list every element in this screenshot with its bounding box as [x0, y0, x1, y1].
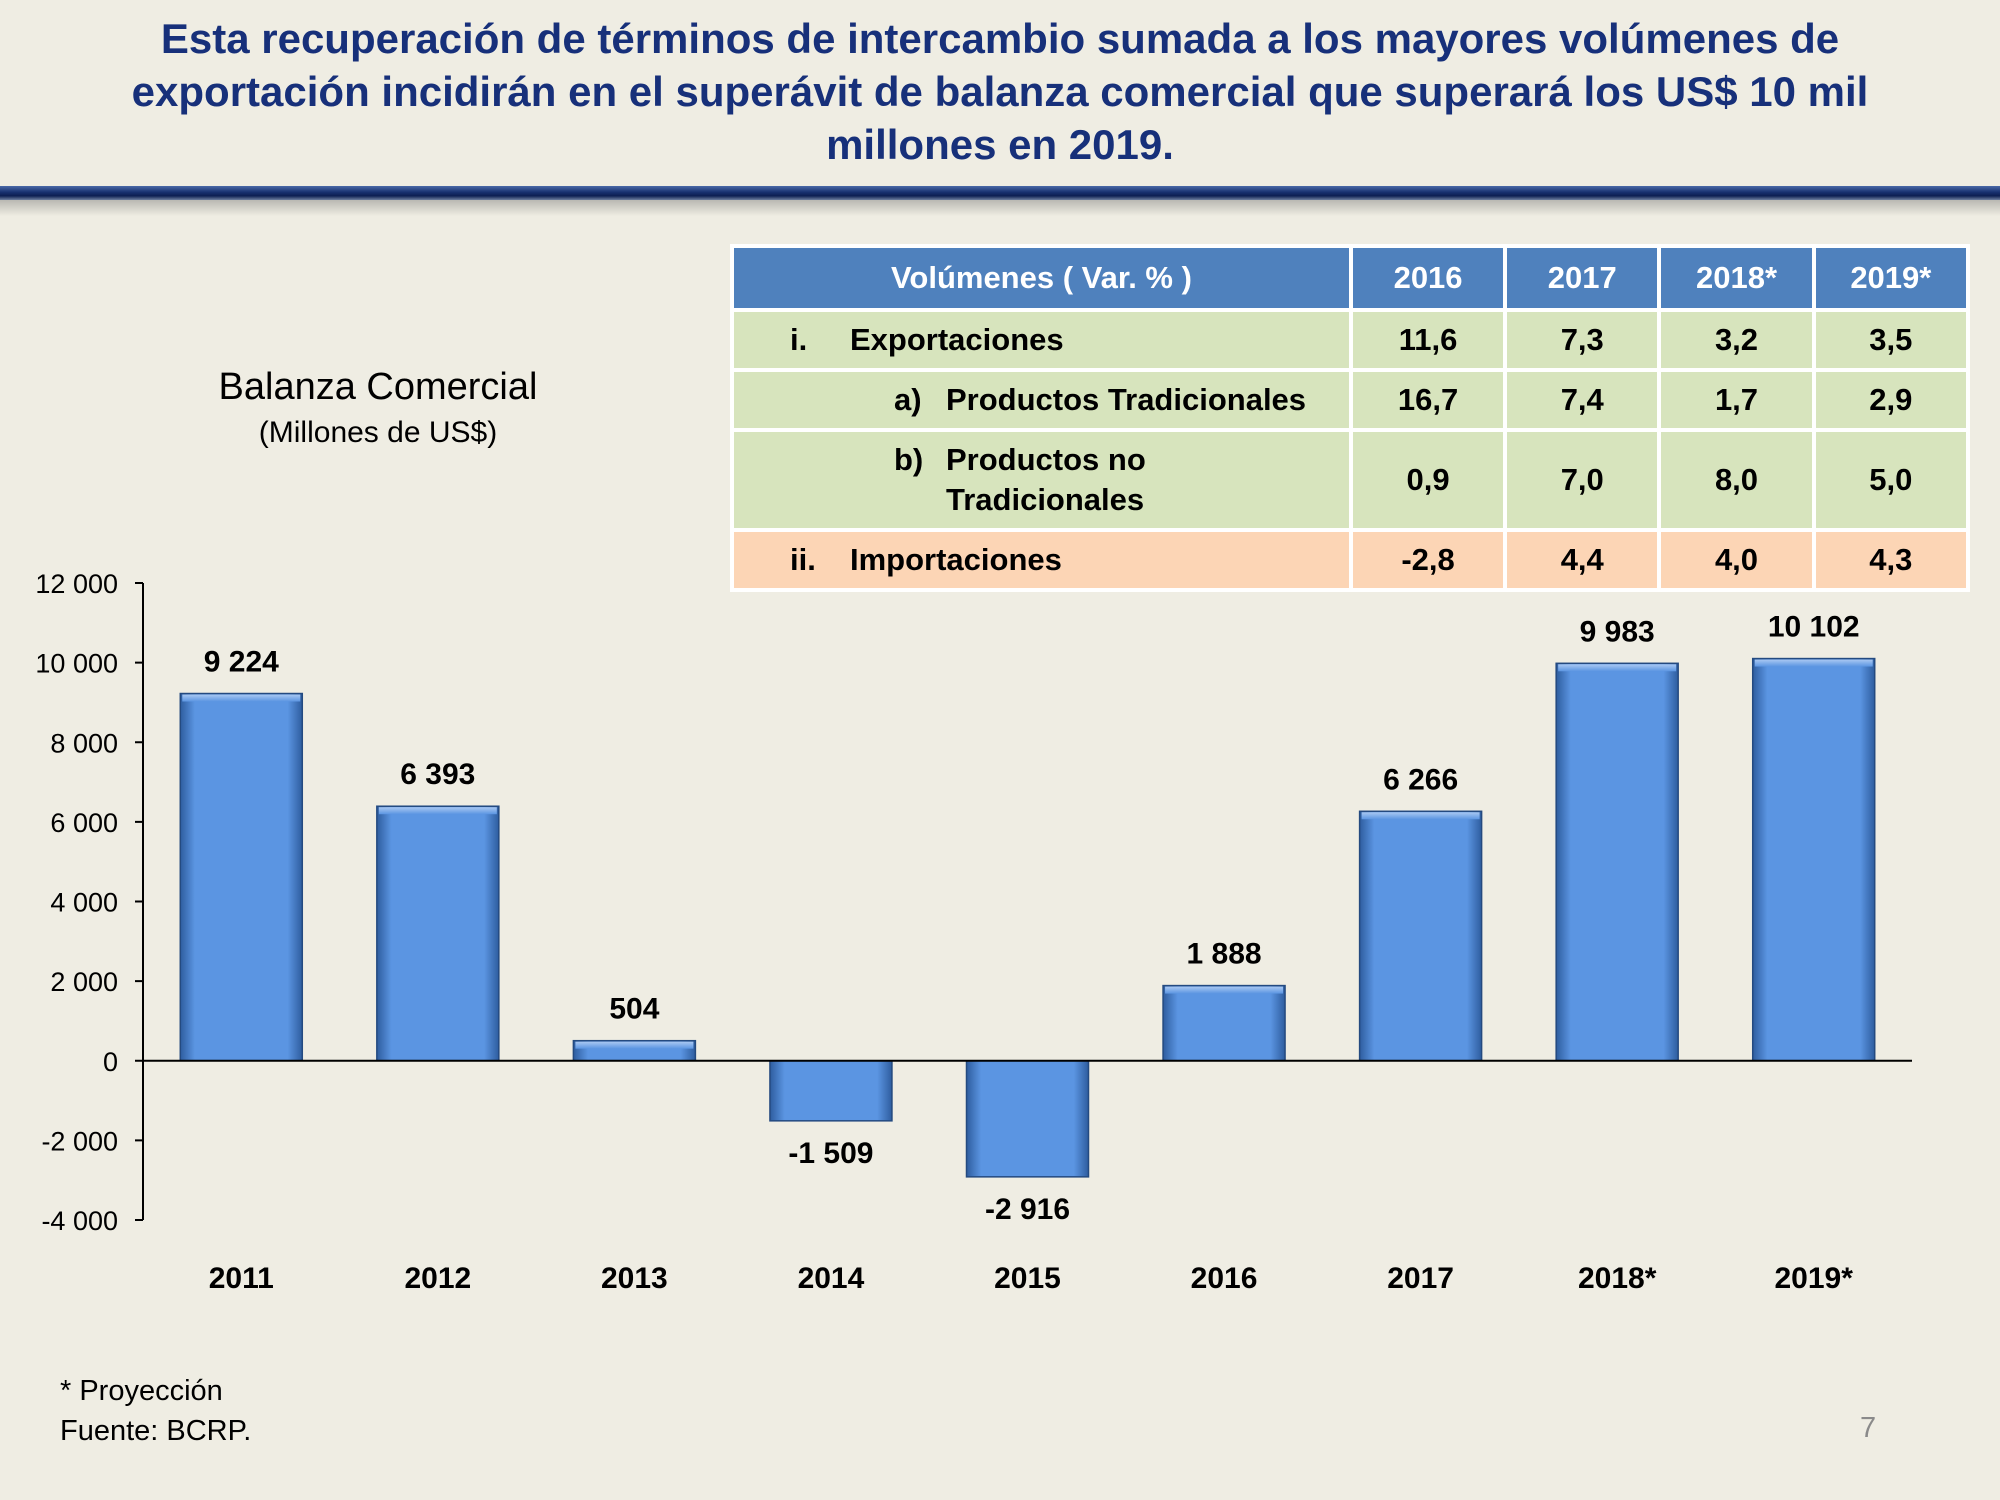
source-note: Fuente: BCRP. [60, 1415, 252, 1447]
chart-title: Balanza Comercial [218, 366, 538, 408]
bar [1751, 657, 1876, 1062]
table-cell: 0,9 [1348, 428, 1508, 532]
table-cell: 5,0 [1811, 428, 1971, 532]
balanza-comercial-chart: 12 000 10 000 8 000 6 000 4 000 2 000 0 -2 000 -… [35, 569, 1912, 1295]
table-row-tradicionales: a) Productos Tradicionales 16,7 7,4 1,7 2… [730, 368, 1971, 432]
table-row-exportaciones: i. Exportaciones 11,6 7,3 3,2 3,5 [730, 308, 1971, 372]
table-cell: 7,0 [1503, 428, 1662, 532]
table-cell: 1,7 [1657, 368, 1816, 432]
bar-highlight [1165, 986, 1284, 994]
y-tick-label: 0 [103, 1047, 118, 1077]
x-tick-label: 2019* [1775, 1262, 1854, 1295]
y-tick-label: 10 000 [35, 649, 118, 679]
data-label: 9 983 [1580, 615, 1655, 648]
table-cell: -2,8 [1348, 528, 1508, 592]
table-cell: 2,9 [1811, 368, 1971, 432]
table-cell: 7,4 [1503, 368, 1662, 432]
bar [965, 1060, 1090, 1178]
row-label-text: Exportaciones [850, 322, 1064, 357]
table-row-importaciones: ii. Importaciones -2,8 4,4 4,0 4,3 [730, 528, 1971, 592]
table-row-label: ii. Importaciones [730, 528, 1353, 592]
data-label: 10 102 [1768, 611, 1860, 644]
x-tick-label: 2015 [994, 1262, 1061, 1295]
x-tick-label: 2016 [1191, 1262, 1258, 1295]
bar-highlight [182, 694, 301, 702]
bar [1555, 662, 1679, 1062]
row-number: ii. [790, 542, 816, 577]
bar-highlight [1754, 659, 1873, 667]
row-letter: b) [894, 442, 924, 477]
x-tick-label: 2017 [1387, 1262, 1454, 1295]
y-tick-label: 4 000 [50, 888, 118, 918]
bar [1162, 984, 1286, 1062]
table-header-year: 2016 [1348, 244, 1508, 312]
table-cell: 11,6 [1348, 308, 1508, 372]
slide-headline: Esta recuperación de términos de interca… [131, 15, 1869, 168]
y-tick-label: 2 000 [50, 967, 118, 997]
table-cell: 4,0 [1657, 528, 1816, 592]
y-tick-label: -2 000 [41, 1126, 118, 1156]
row-label-text: Productos no Tradicionales [946, 442, 1146, 517]
chart-subtitle: (Millones de US$) [258, 416, 498, 449]
table-row-no-tradicionales: b) Productos no Tradicionales 0,9 7,0 8,0… [730, 428, 1971, 532]
header-rule-shadow [0, 200, 2000, 216]
bar-highlight [575, 1041, 694, 1049]
data-label: 6 266 [1383, 763, 1458, 796]
bar-highlight [1361, 812, 1480, 820]
y-tick-label: 12 000 [35, 569, 118, 599]
bar [769, 1060, 893, 1122]
page-number: 7 [1860, 1412, 1877, 1444]
table-cell: 3,2 [1657, 308, 1816, 372]
bar [1358, 810, 1483, 1062]
bar-highlight [1558, 664, 1677, 672]
row-label-text: Productos Tradicionales [946, 382, 1307, 417]
volumes-table: Volúmenes ( Var. % ) 2016 2017 2018* 201… [730, 244, 1971, 592]
table-header-row: Volúmenes ( Var. % ) 2016 2017 2018* 201… [730, 244, 1971, 312]
table-row-label: i. Exportaciones [730, 308, 1353, 372]
x-tick-label: 2011 [209, 1262, 274, 1295]
data-label: 1 888 [1187, 938, 1262, 971]
table-header-year: 2017 [1503, 244, 1662, 312]
table-row-label: b) Productos no Tradicionales [730, 428, 1353, 532]
header-rule [0, 186, 2000, 200]
data-label: 6 393 [400, 758, 475, 791]
table-header-label: Volúmenes ( Var. % ) [730, 244, 1353, 312]
data-label: 504 [609, 993, 659, 1026]
x-tick-label: 2012 [404, 1262, 471, 1295]
row-number: i. [790, 322, 808, 357]
table-cell: 8,0 [1657, 428, 1816, 532]
bar [376, 805, 500, 1062]
table-cell: 7,3 [1503, 308, 1662, 372]
y-tick-label: 8 000 [50, 728, 118, 758]
x-tick-label: 2013 [601, 1262, 668, 1295]
data-label: -1 509 [788, 1137, 873, 1170]
table-row-label: a) Productos Tradicionales [730, 368, 1353, 432]
bar [179, 692, 304, 1062]
x-tick-label: 2018* [1578, 1262, 1657, 1295]
row-label-text: Importaciones [850, 542, 1062, 577]
footnote: * Proyección [60, 1375, 223, 1407]
bar-highlight [378, 807, 497, 815]
data-label: -2 916 [985, 1193, 1070, 1226]
row-letter: a) [894, 382, 922, 417]
table-cell: 16,7 [1348, 368, 1508, 432]
y-tick-label: -4 000 [41, 1206, 118, 1236]
x-tick-label: 2014 [798, 1262, 865, 1295]
table-cell: 3,5 [1811, 308, 1971, 372]
data-label: 9 224 [204, 646, 279, 679]
table-cell: 4,4 [1503, 528, 1662, 592]
table-header-year: 2018* [1657, 244, 1816, 312]
y-tick-label: 6 000 [50, 808, 118, 838]
table-cell: 4,3 [1811, 528, 1971, 592]
table-header-year: 2019* [1811, 244, 1971, 312]
